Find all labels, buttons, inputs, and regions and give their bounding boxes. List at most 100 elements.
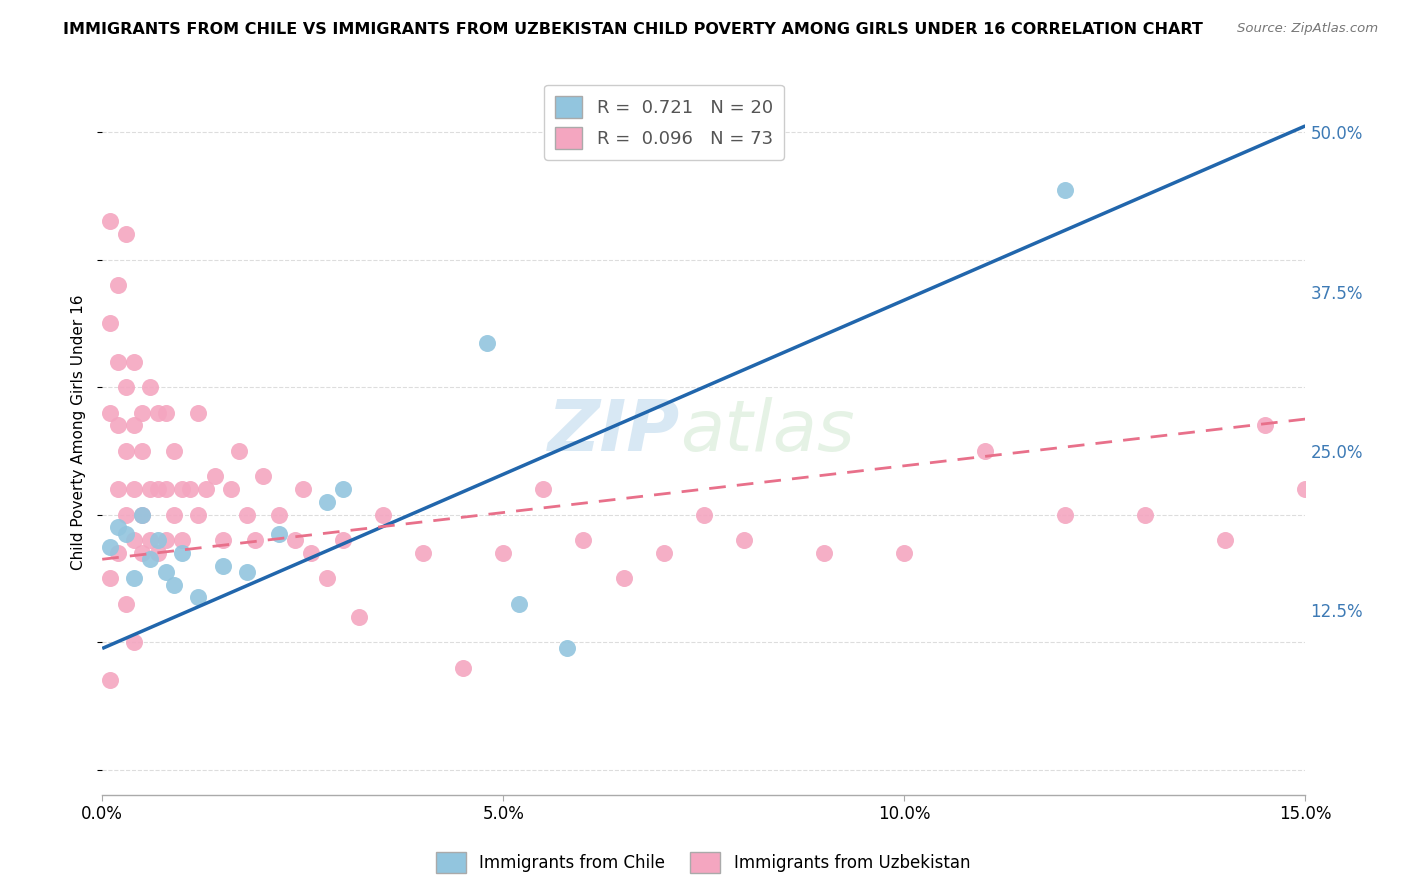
Y-axis label: Child Poverty Among Girls Under 16: Child Poverty Among Girls Under 16 (72, 294, 86, 569)
Point (148, 533, 170, 548)
Point (187, 591, 209, 605)
Point (131, 508, 153, 522)
Point (492, 546, 515, 560)
Point (155, 406, 177, 420)
Point (1254, 418, 1277, 433)
Legend: R =  0.721   N = 20, R =  0.096   N = 73: R = 0.721 N = 20, R = 0.096 N = 73 (544, 85, 783, 160)
Legend: Immigrants from Chile, Immigrants from Uzbekistan: Immigrants from Chile, Immigrants from U… (429, 846, 977, 880)
Point (98, 673, 121, 688)
Point (347, 609, 370, 624)
Point (179, 482, 201, 496)
Point (267, 526, 290, 541)
Point (204, 469, 226, 483)
Point (98, 214, 121, 228)
Point (124, 571, 146, 585)
Point (508, 597, 530, 611)
Point (139, 380, 162, 394)
Point (228, 444, 250, 458)
Point (195, 482, 218, 496)
Point (139, 552, 162, 566)
Point (172, 533, 194, 548)
Point (155, 565, 177, 579)
Point (813, 546, 835, 560)
Point (124, 418, 146, 433)
Point (371, 508, 394, 522)
Point (412, 546, 434, 560)
Point (451, 660, 474, 674)
Point (155, 533, 177, 548)
Point (131, 508, 153, 522)
Point (531, 482, 554, 496)
Point (332, 482, 354, 496)
Point (235, 565, 257, 579)
Point (235, 508, 257, 522)
Point (187, 406, 209, 420)
Point (115, 597, 138, 611)
Point (107, 520, 129, 534)
Point (139, 482, 162, 496)
Point (98, 540, 121, 554)
Point (124, 354, 146, 368)
Point (131, 406, 153, 420)
Point (613, 571, 636, 585)
Point (115, 526, 138, 541)
Point (315, 495, 337, 509)
Point (315, 571, 337, 585)
Text: Source: ZipAtlas.com: Source: ZipAtlas.com (1237, 22, 1378, 36)
Point (139, 533, 162, 548)
Point (115, 380, 138, 394)
Point (211, 558, 233, 573)
Point (1133, 508, 1156, 522)
Point (477, 335, 499, 350)
Point (284, 533, 307, 548)
Point (243, 533, 266, 548)
Point (148, 482, 170, 496)
Point (291, 482, 314, 496)
Text: atlas: atlas (679, 397, 855, 467)
Point (187, 508, 209, 522)
Point (107, 418, 129, 433)
Point (652, 546, 675, 560)
Point (1294, 482, 1316, 496)
Point (572, 533, 595, 548)
Point (107, 546, 129, 560)
Text: ZIP: ZIP (547, 397, 679, 467)
Point (1213, 533, 1236, 548)
Point (557, 641, 579, 656)
Point (267, 508, 290, 522)
Point (973, 444, 995, 458)
Point (733, 533, 755, 548)
Point (252, 469, 274, 483)
Point (693, 508, 716, 522)
Point (98, 317, 121, 331)
Point (1053, 508, 1076, 522)
Point (98, 571, 121, 585)
Point (115, 227, 138, 242)
Point (124, 635, 146, 649)
Point (163, 444, 186, 458)
Point (211, 533, 233, 548)
Point (98, 406, 121, 420)
Point (172, 482, 194, 496)
Point (131, 546, 153, 560)
Point (148, 546, 170, 560)
Point (163, 578, 186, 592)
Point (332, 533, 354, 548)
Point (219, 482, 242, 496)
Point (172, 546, 194, 560)
Point (163, 508, 186, 522)
Point (107, 354, 129, 368)
Point (148, 406, 170, 420)
Point (1053, 183, 1076, 197)
Point (107, 278, 129, 293)
Point (115, 444, 138, 458)
Text: IMMIGRANTS FROM CHILE VS IMMIGRANTS FROM UZBEKISTAN CHILD POVERTY AMONG GIRLS UN: IMMIGRANTS FROM CHILE VS IMMIGRANTS FROM… (63, 22, 1204, 37)
Point (124, 533, 146, 548)
Point (155, 482, 177, 496)
Point (131, 444, 153, 458)
Point (893, 546, 915, 560)
Point (124, 482, 146, 496)
Point (107, 482, 129, 496)
Point (299, 546, 322, 560)
Point (115, 508, 138, 522)
